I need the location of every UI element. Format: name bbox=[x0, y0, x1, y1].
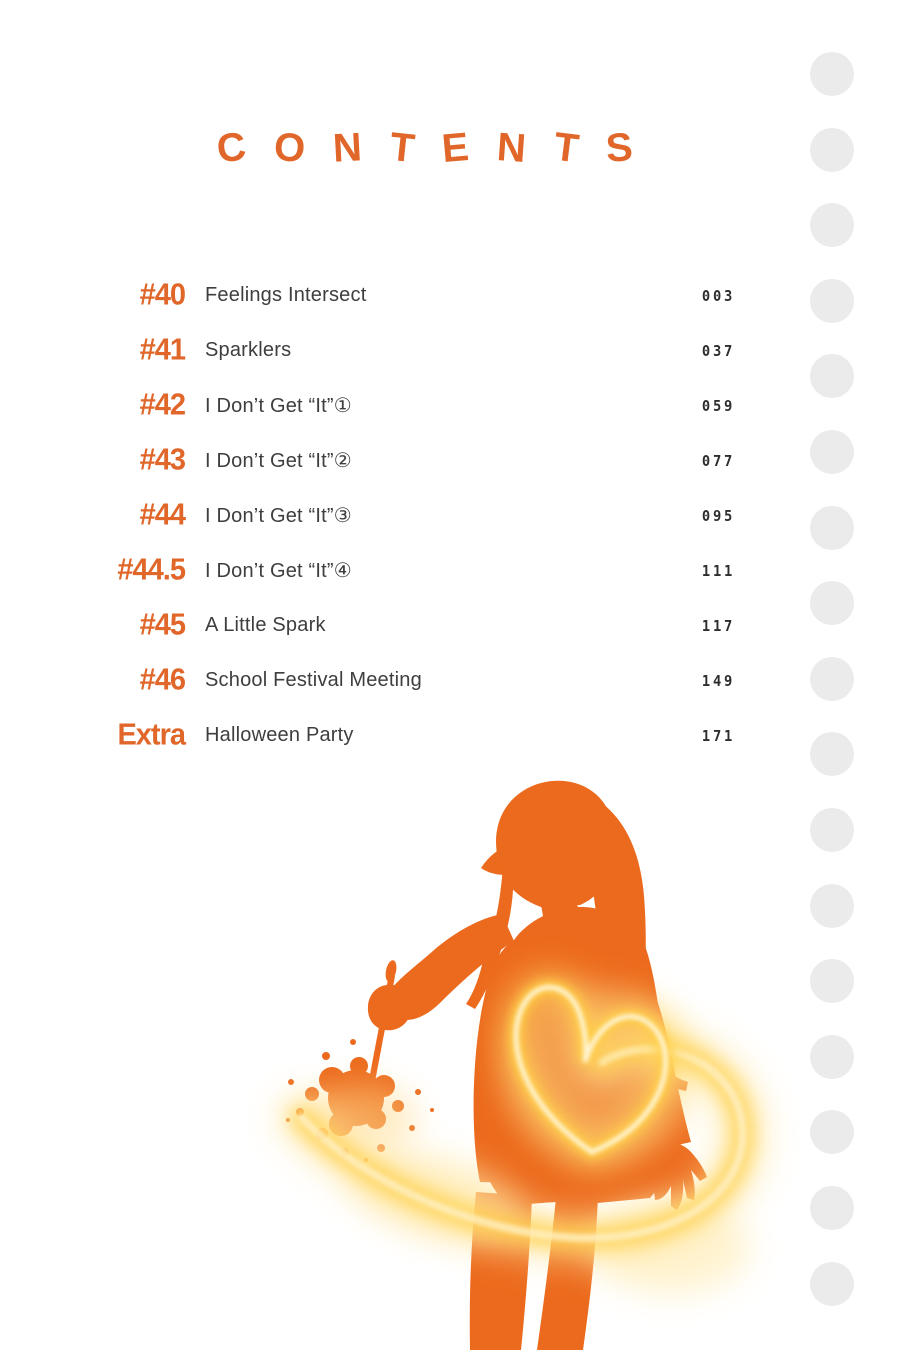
chapter-page: 037 bbox=[701, 341, 735, 360]
chapter-number: #41 bbox=[139, 333, 186, 367]
edge-dot bbox=[810, 883, 854, 928]
chapter-number: #42 bbox=[139, 388, 186, 422]
toc-row: #41 Sparklers 037 bbox=[95, 323, 735, 378]
chapter-title: Halloween Party bbox=[205, 724, 354, 746]
chapter-page: 149 bbox=[701, 671, 735, 690]
edge-dot bbox=[810, 203, 854, 248]
chapter-page: 003 bbox=[701, 286, 735, 305]
edge-dot bbox=[810, 354, 854, 399]
edge-dot bbox=[810, 581, 854, 626]
toc-row: #45 A Little Spark 117 bbox=[95, 598, 735, 653]
toc-row: #42 I Don’t Get “It”① 059 bbox=[95, 378, 735, 433]
sparkler-splatter bbox=[286, 1039, 434, 1162]
edge-dot bbox=[810, 505, 854, 550]
edge-dot bbox=[810, 1110, 854, 1155]
chapter-page: 059 bbox=[701, 396, 735, 415]
light-painting-glow bbox=[275, 972, 770, 1294]
sparkler-stick bbox=[368, 974, 395, 1087]
edge-dot bbox=[810, 430, 854, 474]
edge-dot bbox=[810, 959, 854, 1004]
edge-dot bbox=[810, 1186, 854, 1230]
girl-silhouette bbox=[286, 780, 707, 1350]
edge-dot bbox=[810, 1034, 854, 1079]
chapter-title: A Little Spark bbox=[205, 614, 326, 636]
chapter-page: 117 bbox=[701, 616, 735, 635]
chapter-page: 111 bbox=[701, 561, 735, 580]
chapter-title: I Don’t Get “It”④ bbox=[205, 560, 352, 582]
chapter-number: #40 bbox=[139, 278, 186, 312]
edge-dot bbox=[810, 732, 854, 777]
toc-row: #40 Feelings Intersect 003 bbox=[95, 268, 735, 323]
chapter-title: School Festival Meeting bbox=[205, 669, 422, 691]
toc-row: Extra Halloween Party 171 bbox=[95, 708, 735, 763]
chapter-title: I Don’t Get “It”② bbox=[205, 450, 352, 472]
chapter-number: Extra bbox=[117, 718, 186, 752]
edge-dot bbox=[810, 808, 854, 852]
toc-row: #44.5 I Don’t Get “It”④ 111 bbox=[95, 543, 735, 598]
chapter-number: #43 bbox=[139, 443, 186, 477]
edge-dot bbox=[810, 278, 854, 323]
chapter-number: #45 bbox=[139, 608, 186, 642]
toc-row: #44 I Don’t Get “It”③ 095 bbox=[95, 488, 735, 543]
edge-dot bbox=[810, 52, 854, 96]
chapter-title: I Don’t Get “It”① bbox=[205, 395, 352, 417]
edge-dot bbox=[810, 656, 854, 701]
chapter-number: #44 bbox=[139, 498, 186, 532]
chapter-title: Feelings Intersect bbox=[205, 284, 367, 306]
toc-row: #46 School Festival Meeting 149 bbox=[95, 653, 735, 708]
chapter-title: I Don’t Get “It”③ bbox=[205, 505, 352, 527]
chapter-page: 095 bbox=[701, 506, 735, 525]
toc-row: #43 I Don’t Get “It”② 077 bbox=[95, 433, 735, 488]
table-of-contents: #40 Feelings Intersect 003 #41 Sparklers… bbox=[95, 268, 735, 763]
chapter-number: #44.5 bbox=[117, 553, 186, 587]
chapter-page: 171 bbox=[701, 726, 735, 745]
edge-dot bbox=[810, 1261, 854, 1306]
chapter-number: #46 bbox=[139, 663, 186, 697]
chapter-page: 077 bbox=[701, 451, 735, 470]
chapter-title: Sparklers bbox=[205, 339, 292, 361]
